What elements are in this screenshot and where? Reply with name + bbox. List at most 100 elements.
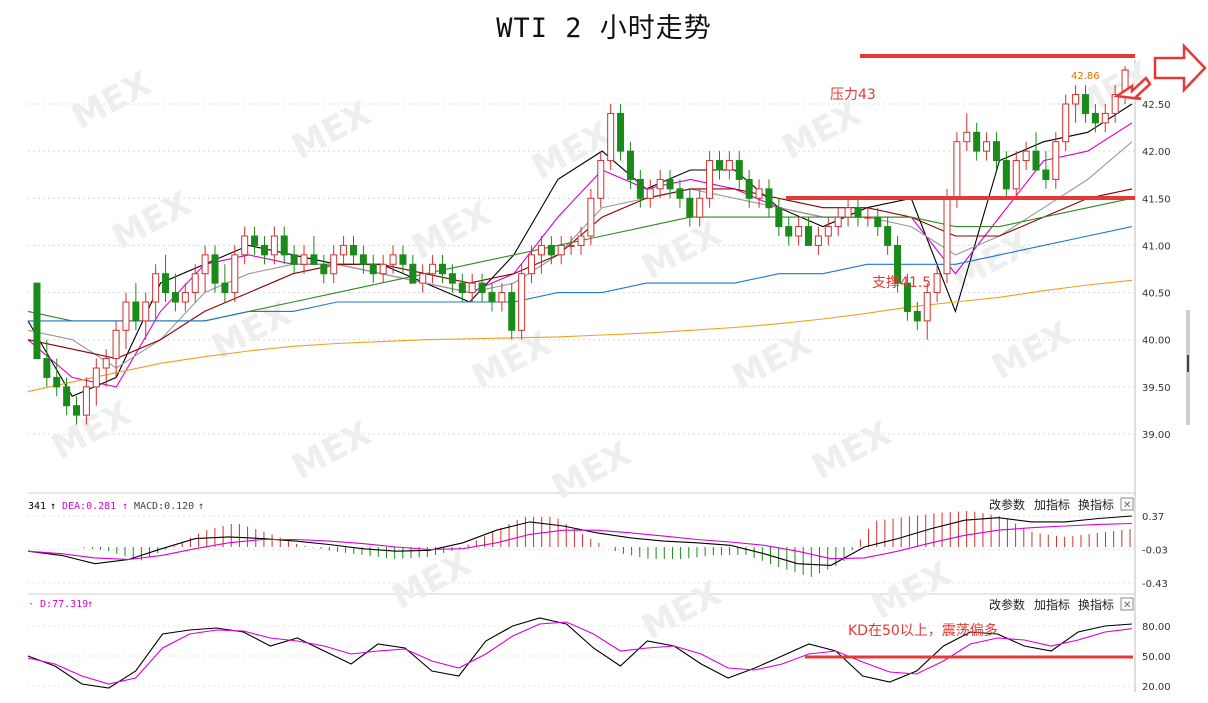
candle-body — [854, 207, 862, 218]
candle-body — [1002, 160, 1010, 190]
macd-add-indicator-button[interactable]: 加指标 — [1034, 497, 1070, 512]
watermark-mark: MEX — [775, 94, 867, 168]
macd-arrow-2: ↑ — [122, 501, 128, 512]
macd-switch-indicator-button[interactable]: 换指标 — [1078, 497, 1114, 512]
candle-body — [795, 226, 803, 237]
kd-tick-label: 20.00 — [1142, 682, 1171, 693]
candle-body — [1062, 103, 1070, 143]
candle-body — [894, 244, 902, 284]
candle-body — [300, 254, 308, 265]
chart-title: WTI 2 小时走势 — [496, 13, 712, 44]
last-price-label: 42.86 — [1071, 71, 1100, 82]
candle-body — [112, 329, 120, 360]
candle-body — [478, 282, 486, 294]
candle-body — [33, 282, 41, 360]
candle-body — [270, 235, 278, 256]
macd-close-glyph: ✕ — [1123, 500, 1131, 511]
watermark-mark: MEX — [45, 394, 137, 468]
kd-arrow: ↑ — [87, 599, 93, 610]
watermark-mark: MEX — [985, 314, 1077, 388]
macd-change-params-button[interactable]: 改参数 — [989, 497, 1025, 512]
candle-body — [1091, 112, 1099, 124]
candle-body — [1111, 94, 1119, 114]
kd-tick-label: 80.00 — [1142, 622, 1171, 633]
candle-body — [221, 282, 229, 294]
candle-body — [765, 188, 773, 209]
candle-body — [1081, 94, 1089, 114]
candle-body — [142, 301, 150, 322]
watermark-mark: MEX — [285, 414, 377, 488]
candle-body — [290, 254, 298, 265]
macd-tick-label: -0.03 — [1142, 546, 1168, 557]
candle-body — [864, 216, 872, 219]
candle-body — [429, 263, 437, 275]
candle-body — [340, 244, 348, 256]
candle-body — [201, 254, 209, 275]
candle-body — [241, 235, 249, 256]
candle-body — [448, 273, 456, 284]
candle-body — [577, 235, 585, 246]
ma-line-250 — [27, 279, 1133, 393]
macd-label-a: 341 — [28, 501, 46, 512]
candle-body — [389, 254, 397, 265]
candle-body — [171, 292, 179, 303]
macd-panel — [27, 511, 1133, 577]
candle-body — [617, 112, 625, 152]
candle-body — [102, 358, 110, 369]
candle-body — [636, 178, 644, 199]
watermark-mark: MEX — [945, 224, 1037, 298]
candle-body — [498, 292, 506, 303]
price-tick-label: 41.00 — [1142, 241, 1171, 252]
candle-body — [73, 405, 81, 416]
candle-body — [488, 292, 496, 303]
candle-body — [409, 263, 417, 284]
candle-body — [1101, 112, 1109, 124]
kd-close-glyph: ✕ — [1123, 600, 1131, 611]
candle-body — [666, 178, 674, 190]
candle-body — [152, 273, 160, 303]
price-tick-label: 42.00 — [1142, 147, 1171, 158]
watermark-mark: MEX — [635, 214, 727, 288]
y-axis-ticks: 42.50 42.00 41.50 41.00 40.50 40.00 39.50 39.00… — [1142, 100, 1171, 693]
candle-body — [656, 178, 664, 190]
watermark-mark: MEX — [65, 64, 157, 138]
candle-body — [1032, 150, 1040, 171]
kd-close-icon[interactable] — [1120, 597, 1134, 611]
candle-body — [587, 197, 595, 237]
candle-body — [399, 254, 407, 265]
arrow-right-icon — [1113, 42, 1207, 101]
candle-body — [607, 112, 615, 162]
candle-body — [775, 207, 783, 228]
macd-dea-line — [27, 522, 1133, 561]
watermark-mark: MEX — [545, 434, 637, 508]
candle-body — [1022, 150, 1030, 162]
kd-change-params-button[interactable]: 改参数 — [989, 597, 1025, 612]
candle-body — [92, 367, 100, 388]
candle-body — [379, 263, 387, 275]
candle-body — [518, 273, 526, 331]
kd-d-label: · D:77.319 — [28, 599, 88, 610]
candle-body — [53, 376, 61, 388]
candle-body — [963, 131, 971, 143]
watermark-mark: MEX — [865, 554, 957, 628]
candle-body — [132, 301, 140, 322]
candle-body — [933, 273, 941, 294]
candle-body — [706, 160, 714, 199]
watermark-mark: MEX — [405, 194, 497, 268]
candle-body — [725, 160, 733, 171]
candle-body — [547, 244, 555, 256]
candle-body — [251, 235, 259, 246]
candle-body — [537, 244, 545, 256]
candle-body — [419, 273, 427, 284]
kd-add-indicator-button[interactable]: 加指标 — [1034, 597, 1070, 612]
candle-body — [320, 263, 328, 275]
candle-body — [330, 254, 338, 275]
macd-close-icon[interactable] — [1120, 497, 1134, 511]
candle-body — [646, 188, 654, 199]
candle-body — [191, 273, 199, 294]
kd-switch-indicator-button[interactable]: 换指标 — [1078, 597, 1114, 612]
candle-body — [923, 292, 931, 322]
candle-body — [43, 358, 51, 378]
macd-tick-label: -0.43 — [1142, 579, 1168, 590]
